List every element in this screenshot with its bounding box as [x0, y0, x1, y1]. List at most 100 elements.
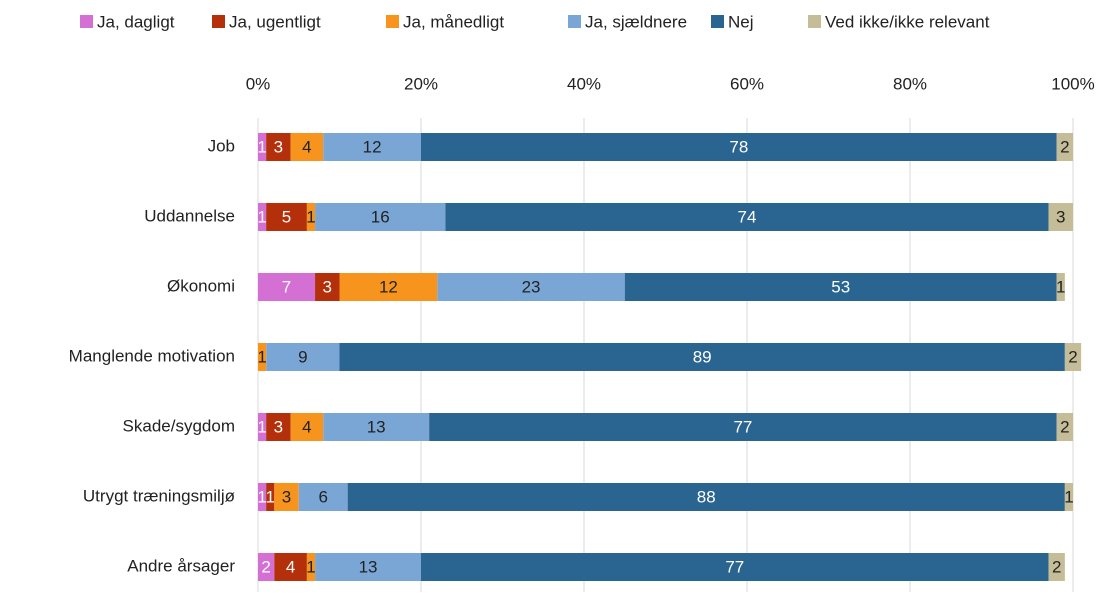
bar-segment: [258, 483, 267, 511]
value-label: 6: [318, 487, 327, 506]
value-label: 9: [298, 347, 307, 366]
x-tick-label: 60%: [730, 74, 764, 93]
bar-segment: [266, 203, 307, 231]
bar-segment: [315, 553, 421, 581]
category-label: Utrygt træningsmiljø: [83, 486, 235, 505]
bar-segment: [298, 483, 348, 511]
bar-segment: [339, 343, 1065, 371]
bar-segment: [315, 203, 446, 231]
value-label: 1: [1064, 487, 1073, 506]
legend-swatch: [808, 15, 821, 28]
bar-segment: [1056, 133, 1073, 161]
value-label: 2: [1060, 417, 1069, 436]
legend-swatch: [568, 15, 581, 28]
value-label: 1: [1056, 277, 1065, 296]
bar-segment: [1056, 273, 1065, 301]
value-label: 74: [738, 207, 757, 226]
bar-segment: [445, 203, 1049, 231]
value-label: 12: [379, 277, 398, 296]
value-label: 23: [522, 277, 541, 296]
bar-segment: [1056, 413, 1073, 441]
bar-segment: [290, 133, 324, 161]
bar-segment: [274, 483, 299, 511]
bar-segment: [258, 203, 267, 231]
bar-segment: [290, 413, 324, 441]
bar-segment: [1048, 203, 1073, 231]
value-label: 3: [274, 417, 283, 436]
bar-segment: [274, 553, 307, 581]
legend-label: Ja, månedligt: [403, 12, 504, 31]
bar-segment: [258, 133, 267, 161]
x-tick-label: 20%: [404, 74, 438, 93]
category-label: Økonomi: [167, 276, 235, 295]
x-tick-label: 0%: [246, 74, 271, 93]
value-label: 13: [359, 557, 378, 576]
legend-swatch: [80, 15, 93, 28]
bar-segment: [421, 133, 1057, 161]
bar-segment: [258, 343, 267, 371]
value-label: 3: [1056, 207, 1065, 226]
value-label: 5: [282, 207, 291, 226]
bar-segment: [429, 413, 1057, 441]
value-label: 89: [693, 347, 712, 366]
legend-label: Ved ikke/ikke relevant: [825, 12, 990, 31]
value-label: 1: [257, 487, 266, 506]
legend-label: Nej: [728, 12, 754, 31]
legend-swatch: [212, 15, 225, 28]
category-label: Job: [208, 136, 235, 155]
value-label: 53: [831, 277, 850, 296]
bar-segment: [347, 483, 1065, 511]
category-label: Manglende motivation: [69, 346, 235, 365]
bar-segment: [258, 553, 275, 581]
value-label: 2: [1068, 347, 1077, 366]
bar-segment: [421, 553, 1049, 581]
value-label: 13: [367, 417, 386, 436]
value-label: 4: [302, 137, 311, 156]
value-label: 88: [697, 487, 716, 506]
bar-segment: [339, 273, 438, 301]
value-label: 2: [1052, 557, 1061, 576]
x-tick-label: 40%: [567, 74, 601, 93]
legend-swatch: [711, 15, 724, 28]
legend-swatch: [386, 15, 399, 28]
bar-segment: [323, 413, 430, 441]
value-label: 3: [323, 277, 332, 296]
value-label: 77: [733, 417, 752, 436]
value-label: 1: [306, 557, 315, 576]
value-label: 78: [729, 137, 748, 156]
bar-segment: [266, 483, 275, 511]
legend-label: Ja, sjældnere: [585, 12, 687, 31]
bar-segment: [624, 273, 1057, 301]
bar-segment: [258, 273, 316, 301]
value-label: 77: [725, 557, 744, 576]
bar-segment: [1048, 553, 1065, 581]
value-label: 1: [257, 417, 266, 436]
category-label: Skade/sygdom: [123, 416, 235, 435]
value-label: 4: [286, 557, 295, 576]
value-label: 2: [261, 557, 270, 576]
value-label: 12: [363, 137, 382, 156]
value-label: 16: [371, 207, 390, 226]
x-tick-label: 100%: [1051, 74, 1094, 93]
category-label: Andre årsager: [127, 556, 235, 575]
legend-label: Ja, ugentligt: [229, 12, 321, 31]
category-label: Uddannelse: [144, 206, 235, 225]
value-label: 4: [302, 417, 311, 436]
bar-segment: [266, 413, 291, 441]
bar-segment: [266, 133, 291, 161]
value-label: 1: [265, 487, 274, 506]
bar-segment: [1064, 483, 1073, 511]
value-label: 3: [274, 137, 283, 156]
bar-segment: [1064, 343, 1082, 371]
value-label: 1: [257, 137, 266, 156]
bar-segment: [315, 273, 340, 301]
value-label: 2: [1060, 137, 1069, 156]
value-label: 1: [257, 207, 266, 226]
value-label: 3: [282, 487, 291, 506]
value-label: 1: [306, 207, 315, 226]
value-label: 1: [257, 347, 266, 366]
bar-segment: [306, 553, 316, 581]
bar-segment: [266, 343, 340, 371]
bar-segment: [437, 273, 625, 301]
